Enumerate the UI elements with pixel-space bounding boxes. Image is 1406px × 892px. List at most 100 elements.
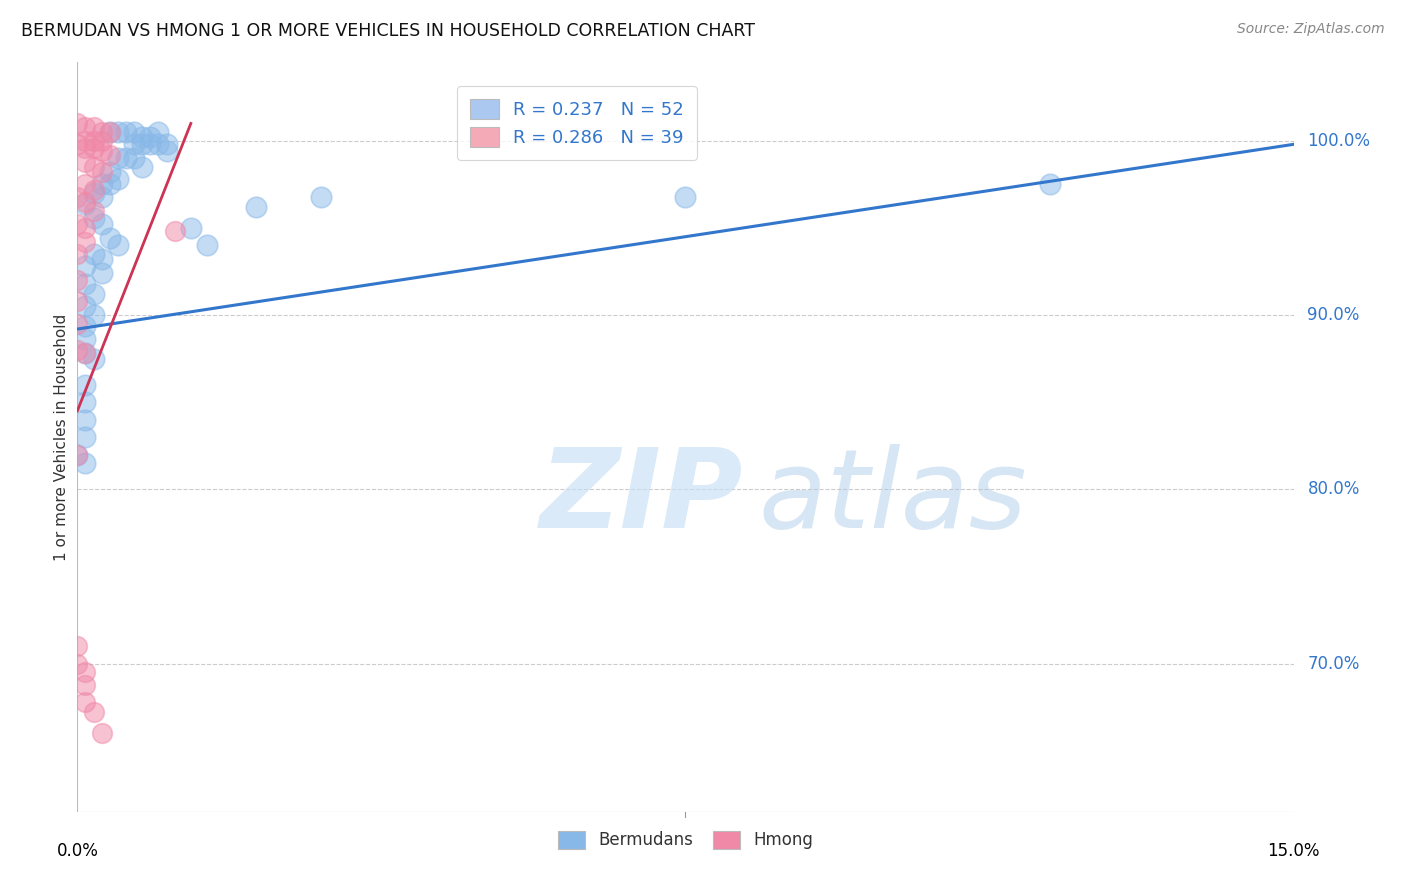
Point [98, 125, 121, 139]
Point [98, 178, 121, 192]
Point [75, 333, 97, 347]
Point [98, 231, 121, 245]
Point [675, 189, 697, 203]
Point [75, 412, 97, 426]
Point [90, 252, 112, 267]
Point [75, 456, 97, 470]
Point [155, 137, 177, 152]
Point [131, 130, 153, 145]
Point [83, 186, 105, 201]
Point [75, 194, 97, 209]
Point [75, 141, 97, 155]
Point [245, 200, 267, 214]
Point [75, 665, 97, 680]
Point [148, 137, 170, 152]
Point [75, 221, 97, 235]
Point [66, 218, 89, 232]
Point [107, 151, 129, 165]
Text: BERMUDAN VS HMONG 1 OR MORE VEHICLES IN HOUSEHOLD CORRELATION CHART: BERMUDAN VS HMONG 1 OR MORE VEHICLES IN … [21, 22, 755, 40]
Point [75, 235, 97, 249]
Point [83, 351, 105, 366]
Point [75, 277, 97, 291]
Point [66, 639, 89, 653]
Point [75, 695, 97, 709]
Point [75, 178, 97, 192]
Point [66, 317, 89, 331]
Point [83, 183, 105, 197]
Point [75, 134, 97, 148]
Text: 90.0%: 90.0% [1308, 306, 1360, 324]
Point [66, 273, 89, 287]
Point [90, 726, 112, 740]
Point [1039, 178, 1062, 192]
Text: Source: ZipAtlas.com: Source: ZipAtlas.com [1237, 22, 1385, 37]
Point [66, 657, 89, 671]
Point [83, 160, 105, 174]
Point [122, 125, 145, 139]
Point [107, 172, 129, 186]
Text: 80.0%: 80.0% [1308, 481, 1360, 499]
Point [75, 346, 97, 360]
Point [83, 134, 105, 148]
Text: 100.0%: 100.0% [1308, 132, 1371, 150]
Point [90, 134, 112, 148]
Point [90, 125, 112, 139]
Point [75, 430, 97, 444]
Point [83, 706, 105, 720]
Point [148, 125, 170, 139]
Point [90, 266, 112, 280]
Point [195, 238, 218, 252]
Point [83, 247, 105, 261]
Point [75, 299, 97, 313]
Point [139, 137, 162, 152]
Point [107, 125, 129, 139]
Point [66, 294, 89, 309]
Text: 15.0%: 15.0% [1267, 842, 1320, 860]
Point [75, 120, 97, 134]
Point [75, 395, 97, 409]
Point [131, 160, 153, 174]
Point [75, 318, 97, 333]
Point [122, 151, 145, 165]
Point [66, 448, 89, 462]
Point [98, 125, 121, 139]
Point [115, 151, 138, 165]
Point [83, 141, 105, 155]
Point [90, 165, 112, 179]
Point [90, 189, 112, 203]
Point [83, 120, 105, 134]
Point [122, 137, 145, 152]
Point [66, 247, 89, 261]
Point [66, 116, 89, 130]
Text: 70.0%: 70.0% [1308, 655, 1360, 673]
Point [90, 218, 112, 232]
Point [83, 308, 105, 322]
Point [90, 145, 112, 159]
Point [75, 260, 97, 274]
Point [309, 189, 332, 203]
Text: 0.0%: 0.0% [56, 842, 98, 860]
Point [98, 148, 121, 162]
Point [75, 154, 97, 169]
Point [66, 343, 89, 357]
Point [75, 346, 97, 360]
Point [90, 178, 112, 192]
Text: atlas: atlas [758, 443, 1026, 550]
Text: ZIP: ZIP [540, 443, 742, 550]
Point [107, 238, 129, 252]
Point [163, 224, 186, 238]
Point [75, 196, 97, 211]
Point [131, 137, 153, 152]
Point [66, 189, 89, 203]
Point [66, 137, 89, 152]
Point [83, 203, 105, 218]
Point [75, 377, 97, 392]
Point [66, 448, 89, 462]
Y-axis label: 1 or more Vehicles in Household: 1 or more Vehicles in Household [53, 313, 69, 561]
Point [75, 677, 97, 691]
Legend: Bermudans, Hmong: Bermudans, Hmong [551, 824, 820, 855]
Point [139, 130, 162, 145]
Point [115, 125, 138, 139]
Point [83, 211, 105, 225]
Point [98, 165, 121, 179]
